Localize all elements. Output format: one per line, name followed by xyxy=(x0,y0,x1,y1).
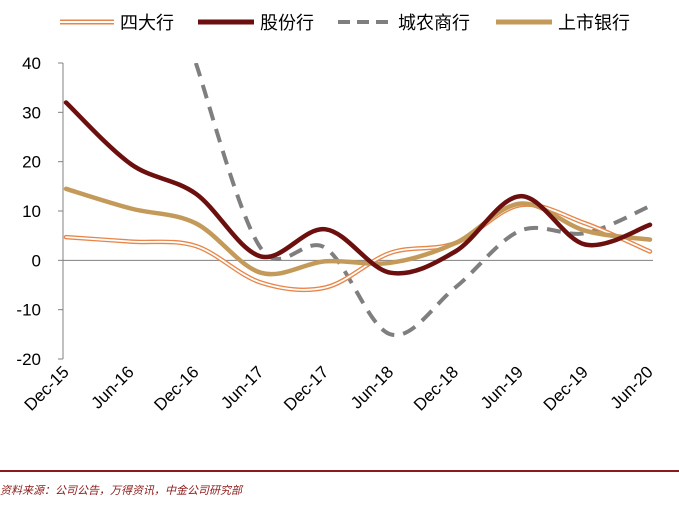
x-tick-label: Jun-17 xyxy=(217,362,267,412)
y-tick-label: 20 xyxy=(22,153,41,172)
x-axis-labels: Dec-15 Jun-16 Dec-16 Jun-17 Dec-17 Jun-18 Dec-… xyxy=(21,362,657,414)
x-tick-label: Dec-18 xyxy=(410,362,462,414)
x-tick-label: Dec-15 xyxy=(21,362,73,414)
axes: -20 -10 0 10 20 30 40 xyxy=(16,54,653,369)
series-line-3 xyxy=(63,186,653,277)
x-tick-label: Dec-17 xyxy=(280,362,332,414)
y-tick-label: -20 xyxy=(16,350,41,369)
legend-label-3: 上市银行 xyxy=(558,13,630,34)
series-line-0-inner xyxy=(65,203,651,291)
series-line-1 xyxy=(63,100,653,276)
legend-label-0: 四大行 xyxy=(120,13,174,34)
x-tick-label: Dec-19 xyxy=(540,362,592,414)
y-tick-label: 10 xyxy=(22,202,41,221)
series-line-2 xyxy=(193,63,651,338)
x-tick-label: Jun-19 xyxy=(477,362,527,412)
x-tick-label: Dec-16 xyxy=(150,362,202,414)
y-tick-label: -10 xyxy=(16,301,41,320)
series-lines xyxy=(63,63,653,338)
x-tick-label: Jun-16 xyxy=(88,362,138,412)
x-tick-label: Jun-20 xyxy=(607,362,657,412)
y-tick-label: 40 xyxy=(22,54,41,73)
legend-label-1: 股份行 xyxy=(260,13,314,34)
y-tick-label: 30 xyxy=(22,103,41,122)
source-note: 资料来源：公司公告，万得资讯，中金公司研究部 xyxy=(0,484,242,497)
source-divider xyxy=(0,470,679,472)
line-chart: 四大行 股份行 城农商行 上市银行 -20 -10 0 10 20 30 40 Dec-15 Jun… xyxy=(16,13,657,415)
legend: 四大行 股份行 城农商行 上市银行 xyxy=(60,13,630,34)
y-tick-label: 0 xyxy=(32,251,41,270)
legend-label-2: 城农商行 xyxy=(398,13,470,34)
x-tick-label: Jun-18 xyxy=(347,362,397,412)
